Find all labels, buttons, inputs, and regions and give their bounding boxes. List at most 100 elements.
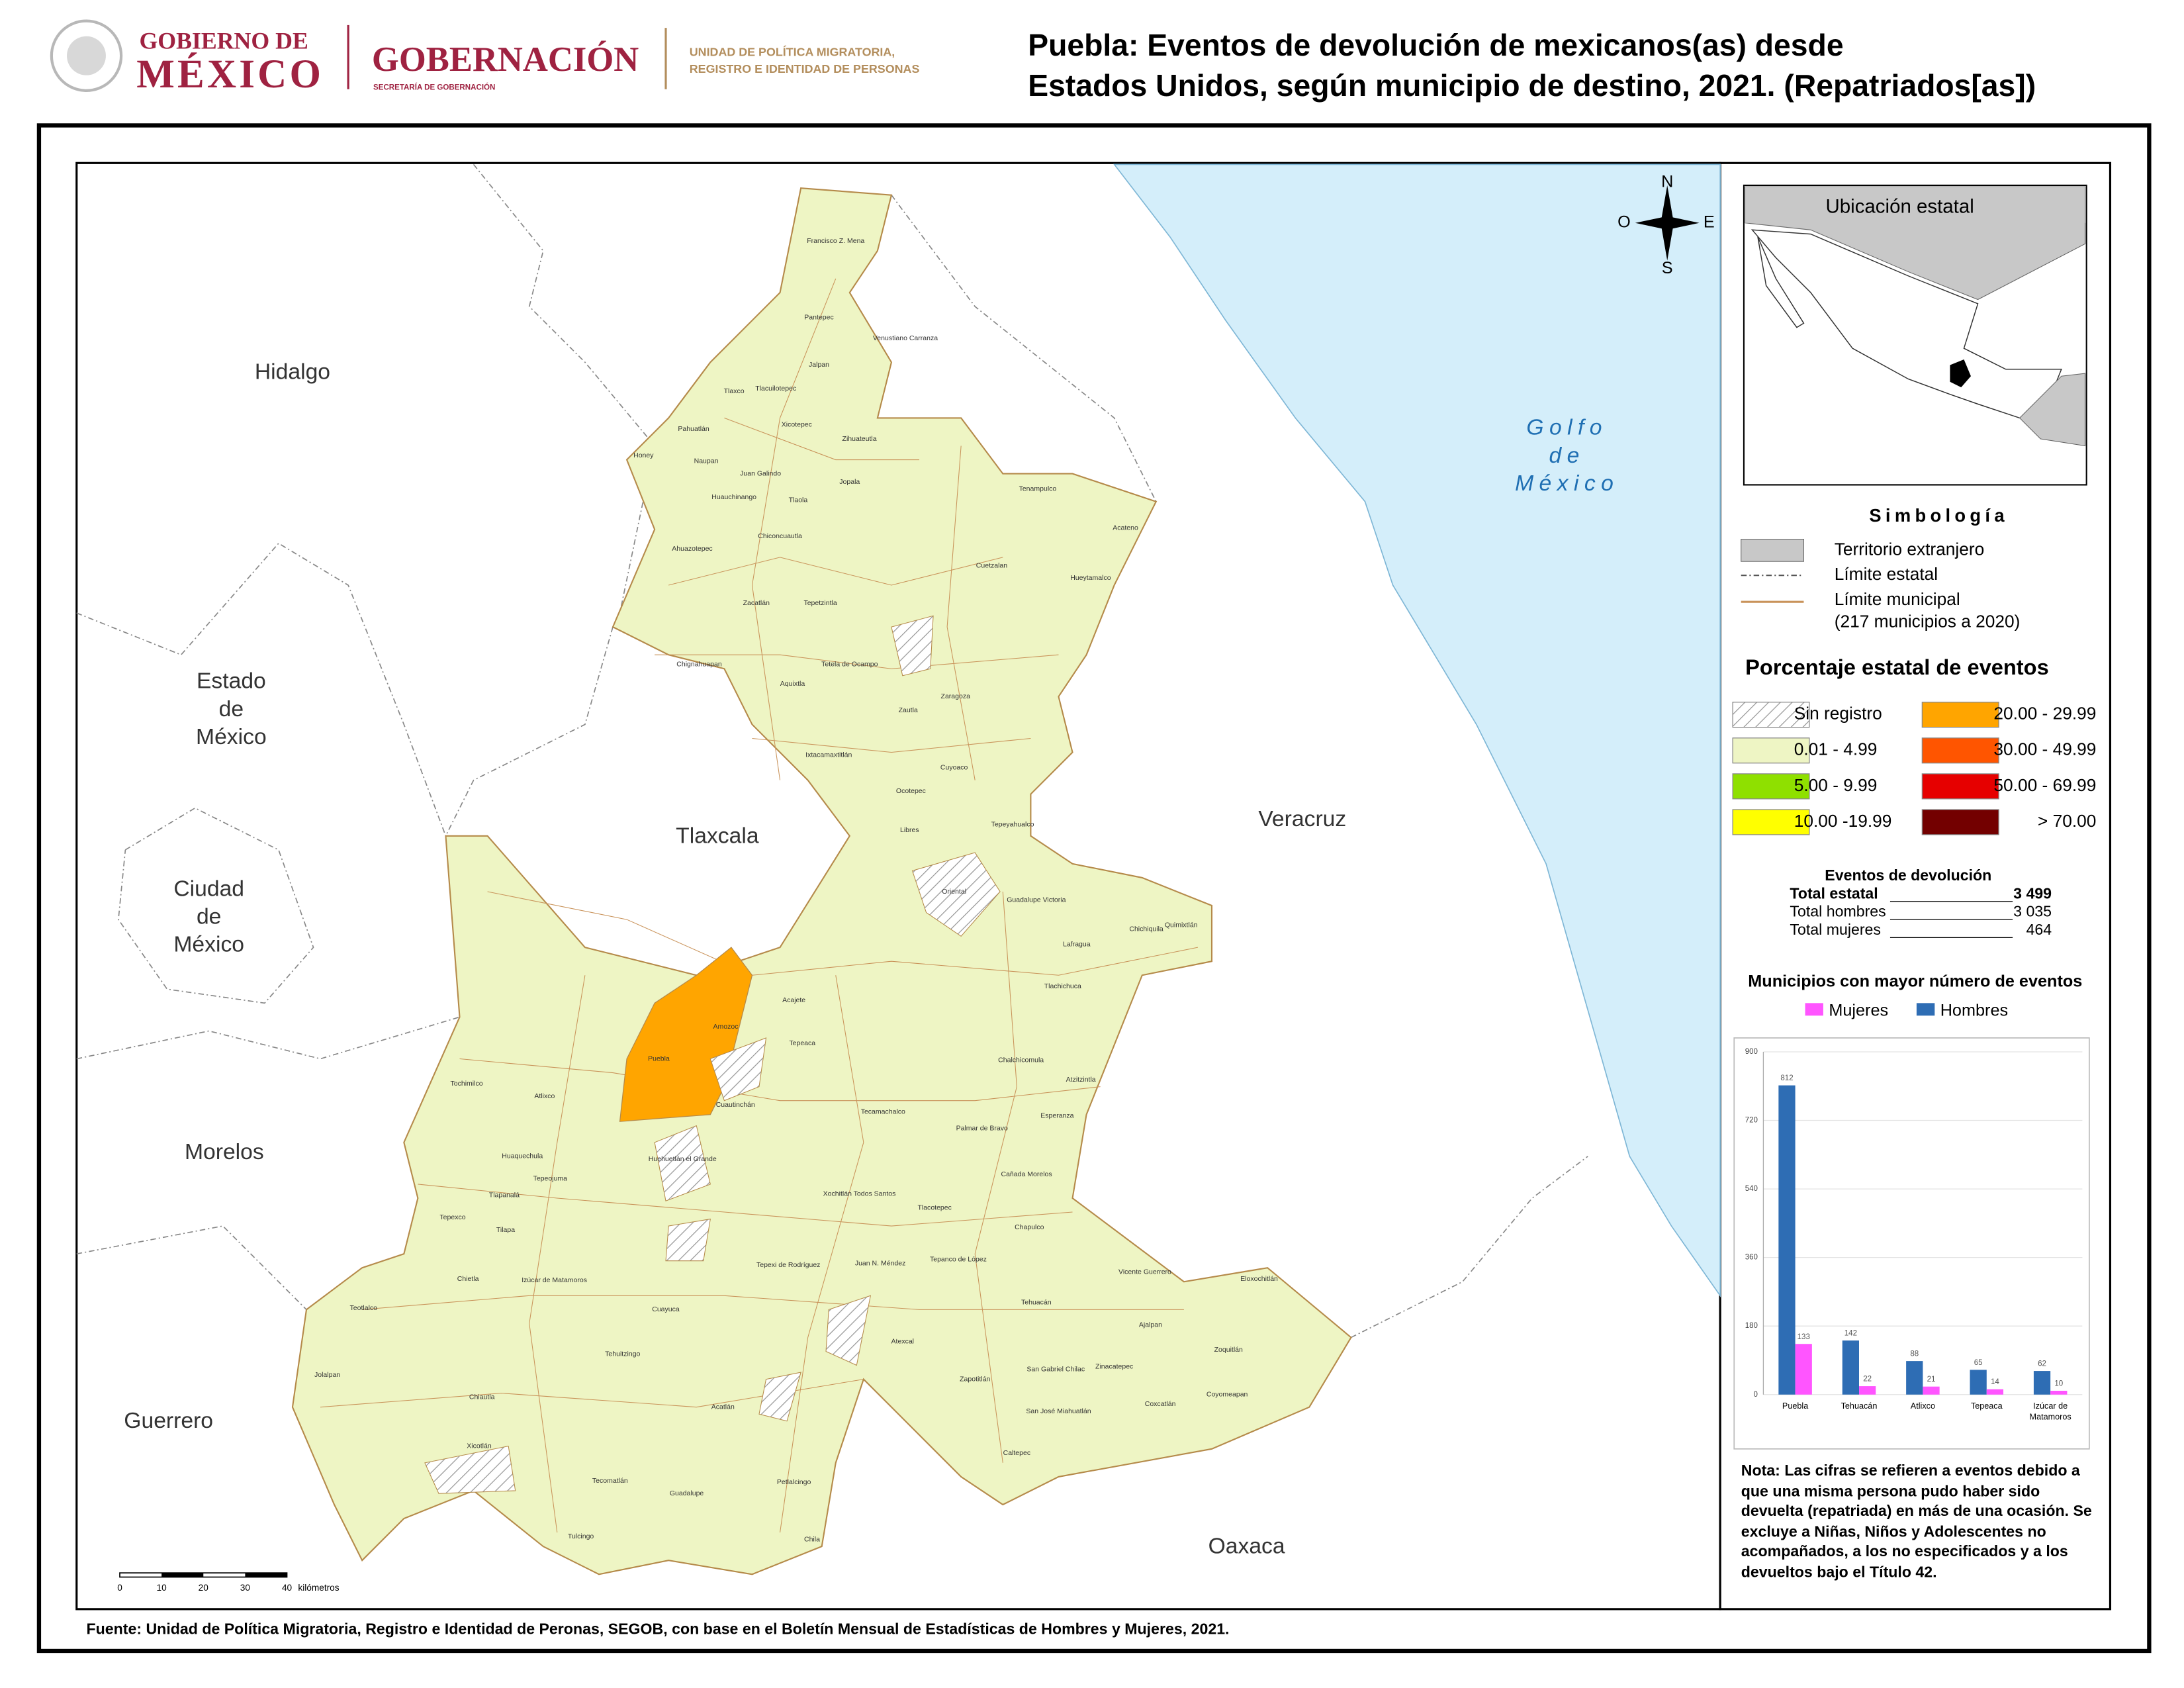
municipality-label: Tlapanalá [489,1192,520,1199]
no-record-area [758,1372,801,1422]
neighbor-label-box: Morelos [184,1141,264,1165]
neighbor-label: Oaxaca [1208,1535,1285,1560]
neighbor-label-box: Veracruz [1258,808,1347,832]
no-record-area [825,1295,872,1366]
gov-line2: MÉXICO [136,52,324,97]
class-swatch [1732,702,1810,728]
municipality-label: Jalpan [809,361,829,369]
class-label: Sin registro [1794,704,1882,724]
municipality-label: Tlachichuca [1044,982,1081,990]
municipality-label: Chiautla [469,1393,495,1401]
no-record-area [665,1218,711,1262]
municipal-border [459,1058,1101,1102]
legend-item: Límite municipal [1835,589,1960,609]
municipality-label: Jolalpan [314,1371,340,1379]
bar [2050,1390,2068,1395]
municipality-label: Tlaola [789,496,808,504]
municipality-label: Cuayuca [652,1305,680,1313]
unit-line1: UNIDAD DE POLÍTICA MIGRATORIA, [690,45,895,59]
value-label: 14 [1991,1378,1999,1386]
x-tick-label-box: Tepeaca [1970,1403,2003,1411]
municipality-label: Petlalcingo [777,1478,811,1486]
municipality-label: Zacatlán [743,599,770,607]
state-border [445,626,614,837]
municipal-border [655,654,1059,669]
municipality-label: Teotlalco [350,1304,378,1312]
state-border [76,1016,460,1060]
municipality-label: Atexcal [891,1338,914,1346]
municipality-label: Palmar de Bravo [956,1125,1008,1133]
municipality-label: Chichiquila [1129,925,1163,933]
municipality-label: Caltepec [1003,1449,1031,1457]
neighbor-label: Morelos [184,1141,264,1165]
neighbor-label: Guerrero [124,1409,214,1434]
unit-line2: REGISTRO E IDENTIDAD DE PERSONAS [690,62,920,75]
municipal-border [668,557,1003,586]
compass-o: O [1617,212,1631,231]
municipality-label: Zoquitlán [1214,1346,1243,1354]
municipality-label: Ixtacamaxtitlán [805,751,852,759]
inset-foreign [2019,373,2086,447]
municipality-label: Tenampulco [1019,485,1057,493]
state-puebla [291,187,1352,1575]
value-label: 812 [1780,1074,1793,1082]
municipality-label: Ajalpan [1139,1321,1162,1329]
municipality-label: Zapotitlán [960,1375,990,1383]
neighbor-label-box: Hidalgo [255,361,330,385]
municipality-label: San José Miahuatlán [1026,1407,1091,1415]
y-tick-label: 720 [1745,1117,1758,1125]
municipality-label: Hueytamalco [1070,574,1111,582]
municipality-label: Oriental [942,888,966,896]
value-label: 65 [1974,1359,1983,1367]
municipality-label: San Gabriel Chilac [1026,1366,1085,1374]
no-record-area [891,615,934,677]
x-tick-label: Tepeaca [1970,1403,2003,1411]
municipality-label: Juan Galindo [740,469,781,477]
scale-unit: kilómetros [298,1583,339,1593]
compass-e: E [1704,212,1715,231]
municipal-border [362,1295,1184,1310]
municipality-label: Huaquechula [502,1152,543,1160]
emblem [50,19,123,92]
ministry-sub: SECRETARÍA DE GOBERNACIÓN [373,83,495,92]
bar [1778,1085,1796,1395]
municipality-label: Zinacatepec [1095,1362,1133,1370]
no-record-area [709,1037,767,1102]
municipal-border [751,278,837,780]
x-tick-label-box: Tehuacán [1841,1403,1878,1411]
x-tick-label: Tehuacán [1841,1403,1878,1411]
totals-value: 464 [2026,921,2052,938]
municipality-label: Ocotepec [896,787,926,795]
class-swatch [1732,809,1810,835]
municipality-label: Tehuacán [1021,1299,1052,1307]
neighbor-label: Veracruz [1258,808,1347,832]
municipality-label: Izúcar de Matamoros [522,1276,587,1284]
no-record-area [424,1445,516,1494]
bar [2033,1371,2051,1395]
state-border [473,164,656,614]
totals-value: 3 035 [2013,903,2052,920]
value-label: 62 [2038,1360,2046,1368]
municipality-label: Esperanza [1040,1112,1073,1120]
chart-title: Municipios con mayor número de eventos [1748,972,2082,990]
municipal-border [974,891,1017,1463]
municipality-label: Cuautinchán [716,1101,755,1109]
municipality-label: Tepeyahualco [991,821,1034,829]
municipality-label: Cuyoaco [940,763,968,771]
bar [1795,1344,1812,1395]
x-tick-label-box: Puebla [1782,1403,1808,1411]
classes-title: Porcentaje estatal de eventos [1745,655,2049,679]
municipality-label: Coxcatlán [1145,1400,1176,1408]
class-label: 50.00 - 69.99 [1993,775,2096,795]
state-border [891,195,1157,502]
legend-swatch [1805,1003,1823,1016]
inset-baja [1757,236,1805,328]
no-record-area [654,1125,711,1201]
source: Fuente: Unidad de Política Migratoria, R… [86,1620,1229,1638]
municipality-label: Jopala [839,478,860,486]
municipality-label: Tepexi de Rodríguez [756,1261,820,1269]
neighbor-label: Estado de México [196,670,267,750]
legend-label: Hombres [1940,1002,2008,1020]
